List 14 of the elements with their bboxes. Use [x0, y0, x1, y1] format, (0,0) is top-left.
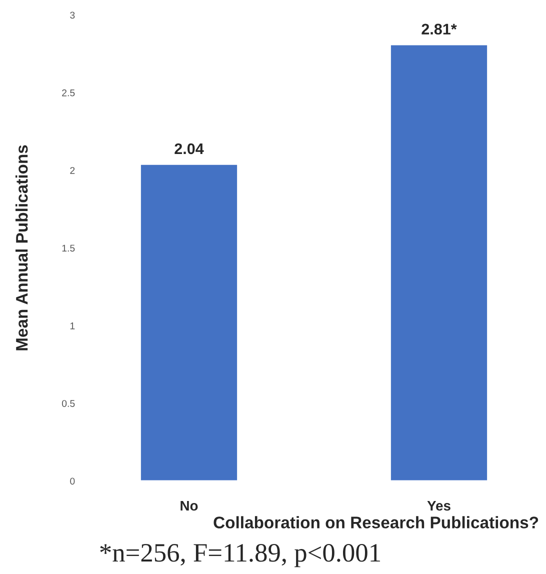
- x-tick-label: Yes: [427, 500, 450, 511]
- x-axis-title: Collaboration on Research Publications?: [214, 516, 538, 528]
- x-tick-label: No: [180, 500, 198, 511]
- y-tick-label: 1: [70, 322, 75, 330]
- y-tick-label: 0.5: [62, 400, 75, 407]
- y-tick-label: 2: [70, 167, 75, 174]
- data-label: 2.04: [174, 143, 204, 154]
- y-tick-label: 2.5: [62, 89, 75, 96]
- data-label: 2.81*: [422, 24, 457, 35]
- y-tick-label: 3: [70, 12, 75, 19]
- y-tick-label: 0: [70, 478, 75, 485]
- text: *n=256, F=11.89, p<0.001: [100, 544, 380, 568]
- y-tick-label: 1.5: [62, 244, 75, 252]
- y-axis-title: Mean Annual Publications: [16, 145, 28, 350]
